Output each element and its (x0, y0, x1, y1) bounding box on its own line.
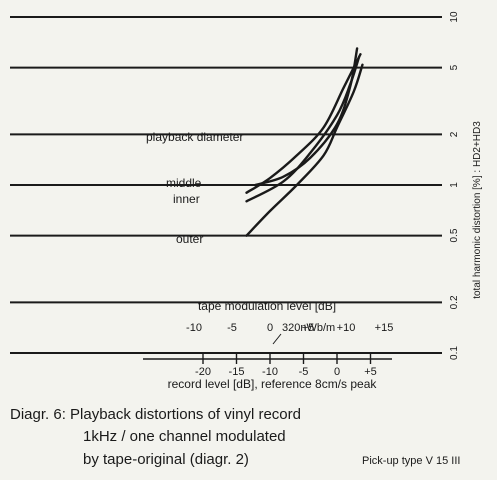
y-tick-label: 0.5 (449, 228, 460, 242)
y-tick-labels: 0.1 0.2 0.5 1 2 5 10 (449, 11, 460, 360)
y-tick-label: 10 (449, 11, 460, 23)
y-tick-label: 0.2 (449, 295, 460, 309)
label-inner: inner (173, 192, 200, 206)
label-outer: outer (176, 232, 203, 246)
record-level-axis: -20 -15 -10 -5 0 +5 record level [dB], refere… (143, 354, 392, 391)
tape-modulation-axis: tape modulation level [dB] -10 -5 0 +5 +10 +1… (186, 299, 394, 345)
tape-tick-label: -5 (227, 322, 237, 334)
curve-labels: playback diameter middle inner outer (146, 130, 243, 246)
label-playback-diameter: playback diameter (146, 130, 243, 144)
tape-axis-label: tape modulation level [dB] (198, 299, 336, 313)
tape-reference-annotation: 320nWb/m (282, 322, 335, 334)
curve-inner (245, 53, 362, 194)
caption-line-2: 1kHz / one channel modulated (83, 428, 286, 445)
record-axis-label: record level [dB], reference 8cm/s peak (168, 377, 378, 391)
y-tick-label: 2 (449, 131, 460, 137)
tape-tick-label: -10 (186, 322, 202, 334)
curve-outer (245, 63, 364, 237)
tape-axis-ticks: -10 -5 0 +5 +10 +15 (186, 322, 394, 345)
y-tick-label: 0.1 (449, 346, 460, 360)
tape-tick-label: 0 (267, 322, 273, 334)
record-axis-ticks: -20 -15 -10 -5 0 +5 (195, 354, 377, 378)
label-middle: middle (166, 176, 202, 190)
tape-tick-label: +5 (302, 322, 315, 334)
y-axis-label: total harmonic distortion [%] : HD2+HD3 (472, 121, 483, 299)
curves (245, 47, 364, 237)
curve-middle (245, 55, 361, 203)
pickup-type-label: Pick-up type V 15 III (362, 455, 461, 467)
tape-tick-label: +15 (375, 322, 394, 334)
y-tick-label: 1 (449, 182, 460, 188)
record-tick-label: 0 (334, 366, 340, 378)
y-tick-label: 5 (449, 64, 460, 70)
record-tick-label: -10 (262, 366, 278, 378)
record-tick-label: -15 (229, 366, 245, 378)
record-tick-label: +5 (364, 366, 377, 378)
reference-arrow (272, 333, 282, 345)
record-tick-label: -5 (299, 366, 309, 378)
grid-lines (10, 16, 442, 354)
record-tick-label: -20 (195, 366, 211, 378)
tape-tick-label: +10 (337, 322, 356, 334)
caption-line-1: Diagr. 6: Playback distortions of vinyl … (10, 406, 301, 423)
caption-line-3: by tape-original (diagr. 2) (83, 451, 249, 468)
